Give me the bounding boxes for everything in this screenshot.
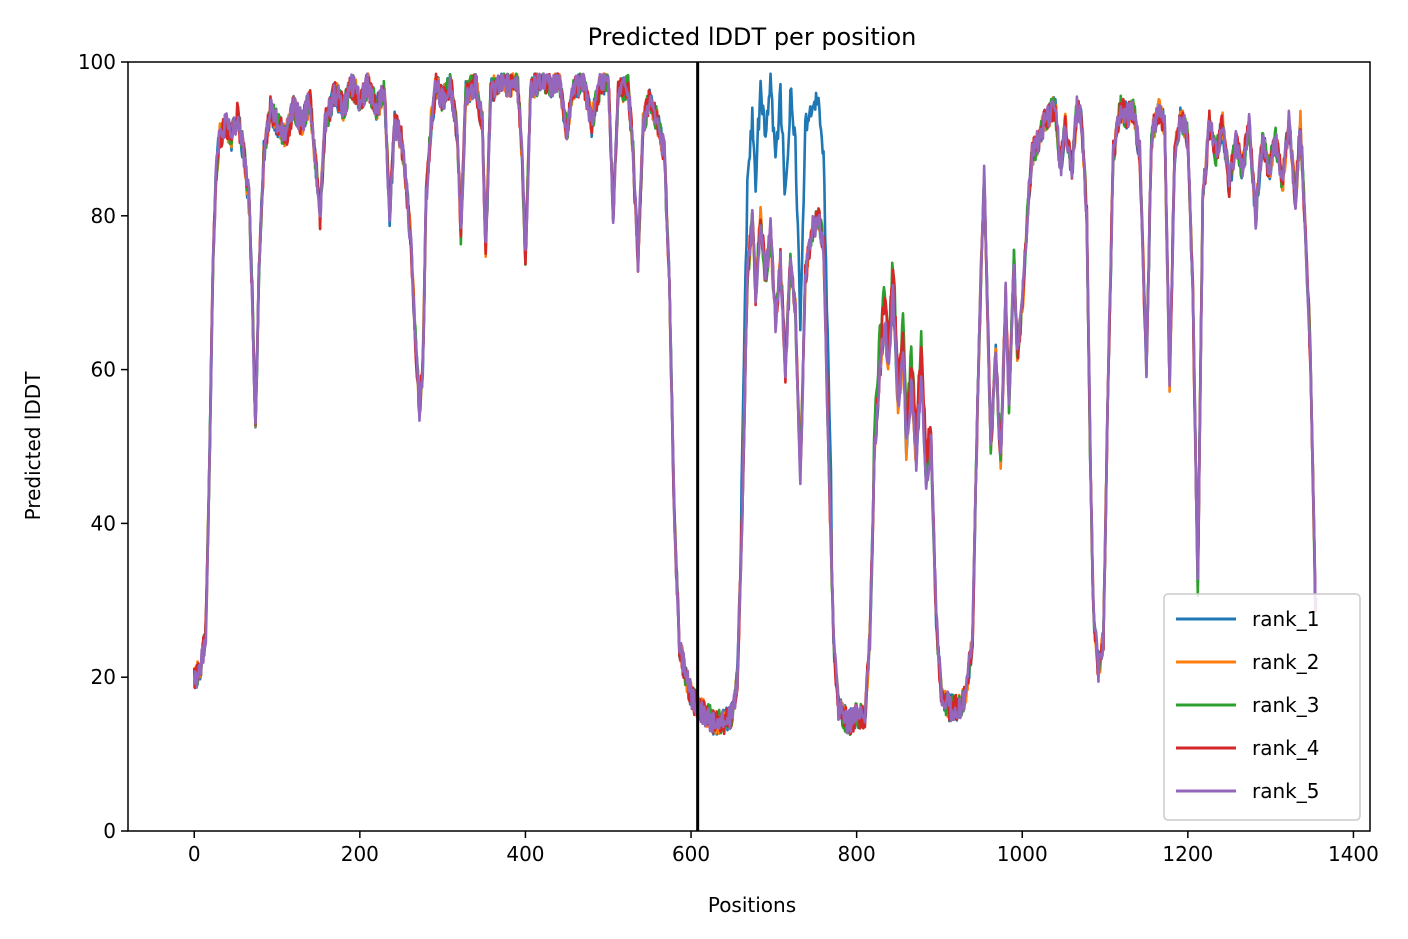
x-tick-label: 1400 bbox=[1328, 842, 1379, 866]
y-tick-label: 100 bbox=[78, 50, 116, 74]
chart-title: Predicted lDDT per position bbox=[588, 23, 917, 51]
legend-box bbox=[1163, 593, 1361, 821]
y-axis: 0 20 40 60 80 100 bbox=[78, 50, 128, 843]
x-axis-label: Positions bbox=[708, 893, 796, 917]
y-tick-label: 60 bbox=[91, 358, 116, 382]
x-tick-label: 0 bbox=[188, 842, 201, 866]
legend-label-rank_5: rank_5 bbox=[1252, 779, 1319, 803]
y-tick-label: 40 bbox=[91, 511, 116, 535]
legend-label-rank_1: rank_1 bbox=[1252, 607, 1319, 631]
y-tick-label: 20 bbox=[91, 665, 116, 689]
x-tick-label: 400 bbox=[506, 842, 544, 866]
x-axis: 0 200 400 600 800 1000 1200 1400 bbox=[188, 831, 1379, 866]
legend-label-rank_4: rank_4 bbox=[1252, 736, 1319, 760]
x-tick-label: 200 bbox=[341, 842, 379, 866]
plot-area bbox=[192, 62, 1318, 831]
x-tick-label: 800 bbox=[838, 842, 876, 866]
legend-label-rank_3: rank_3 bbox=[1252, 693, 1319, 717]
series-line-rank_5 bbox=[192, 72, 1318, 735]
y-tick-label: 80 bbox=[91, 204, 116, 228]
x-tick-label: 600 bbox=[672, 842, 710, 866]
y-axis-label: Predicted lDDT bbox=[21, 371, 45, 521]
x-tick-label: 1000 bbox=[997, 842, 1048, 866]
plot-frame bbox=[127, 61, 1371, 832]
legend-label-rank_2: rank_2 bbox=[1252, 650, 1319, 674]
y-tick-label: 0 bbox=[103, 819, 116, 843]
x-tick-label: 1200 bbox=[1162, 842, 1213, 866]
legend: rank_1 rank_2 rank_3 rank_4 rank_5 bbox=[1163, 593, 1361, 821]
